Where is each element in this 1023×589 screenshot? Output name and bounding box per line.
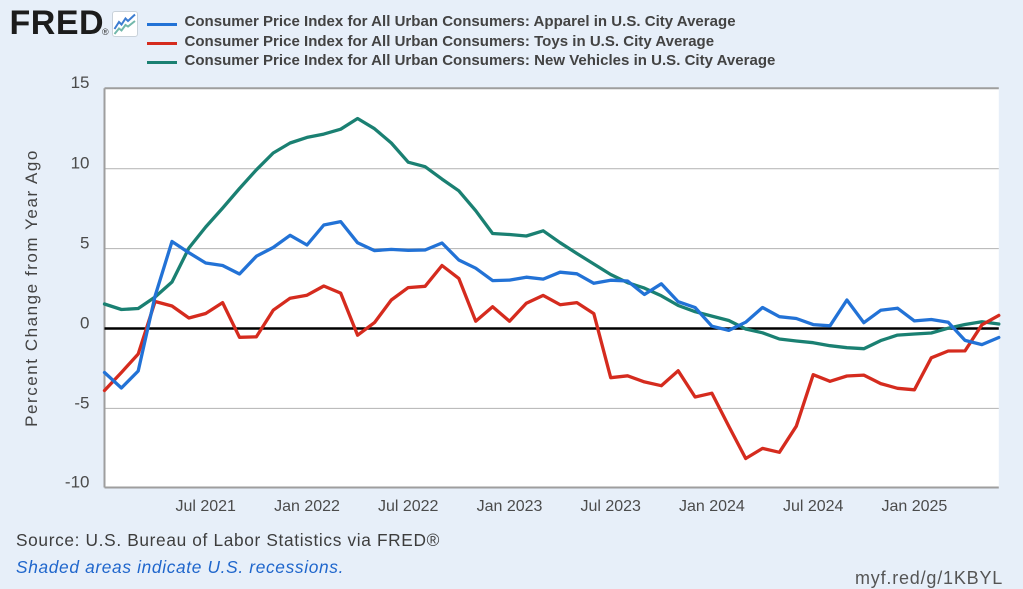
svg-text:-10: -10 [65,473,90,492]
svg-text:Jan 2022: Jan 2022 [274,498,340,515]
svg-text:Jan 2025: Jan 2025 [881,498,947,515]
svg-text:Jan 2024: Jan 2024 [679,498,745,515]
svg-text:10: 10 [71,154,90,173]
svg-text:Jan 2023: Jan 2023 [477,498,543,515]
svg-text:-5: -5 [74,393,89,412]
svg-text:Jul 2023: Jul 2023 [580,498,641,515]
svg-text:5: 5 [80,234,89,253]
svg-text:15: 15 [71,73,90,92]
svg-text:Jul 2021: Jul 2021 [175,498,236,515]
svg-text:Jul 2022: Jul 2022 [378,498,439,515]
svg-text:0: 0 [80,314,89,333]
svg-text:Jul 2024: Jul 2024 [783,498,844,515]
